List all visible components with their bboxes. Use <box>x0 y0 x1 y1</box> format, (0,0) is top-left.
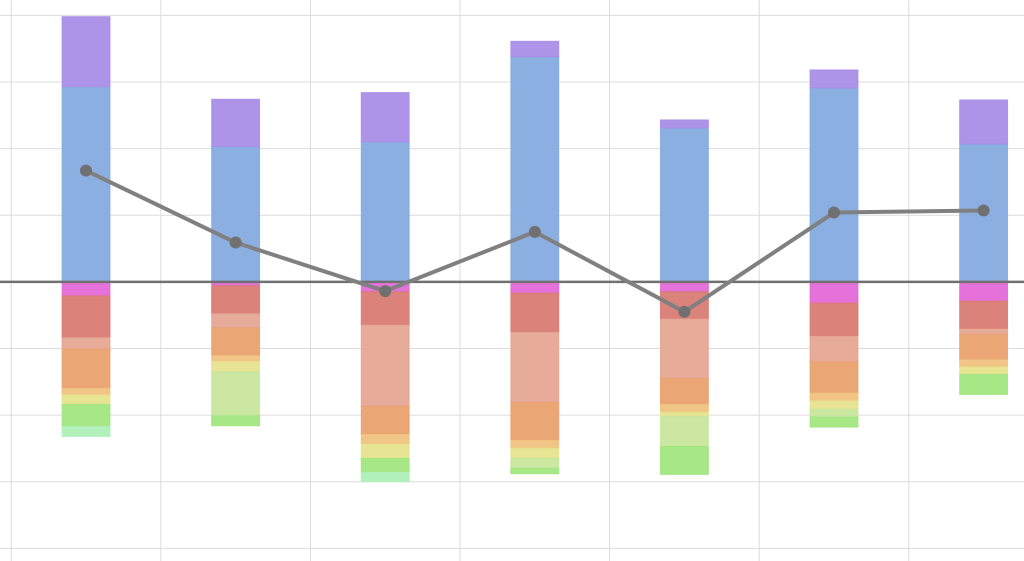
bar-segment <box>809 400 859 410</box>
bar-segment <box>211 285 261 315</box>
bar-segment <box>360 324 410 407</box>
bar-segment <box>959 328 1009 335</box>
bar-segment <box>959 99 1009 145</box>
bar-segment <box>61 295 111 339</box>
bar-segment <box>659 119 709 129</box>
bar-segment <box>809 408 859 418</box>
bar-segment <box>809 335 859 363</box>
bar-segment <box>510 292 560 333</box>
bar-segment <box>360 433 410 445</box>
bar-segment <box>510 281 560 294</box>
bar-segment <box>61 16 111 88</box>
bar-segment <box>659 377 709 405</box>
bar-segment <box>61 281 111 297</box>
bar-segment <box>360 141 410 283</box>
bar-segment <box>659 411 709 417</box>
bar-segment <box>809 361 859 394</box>
bar-segment <box>659 318 709 379</box>
bar-segment <box>659 415 709 447</box>
bar-segment <box>510 467 560 475</box>
bar-segment <box>659 445 709 475</box>
bar-segment <box>360 92 410 143</box>
bar-segment <box>61 425 111 437</box>
bar-segment <box>510 439 560 449</box>
bar-segment <box>360 457 410 473</box>
bar-segment <box>61 337 111 350</box>
bar-segment <box>211 327 261 357</box>
bar-segment <box>211 98 261 148</box>
bar-segment <box>360 471 410 483</box>
bar-segment <box>809 281 859 304</box>
line-point <box>977 204 990 217</box>
bar-segment <box>510 40 560 58</box>
bar-segment <box>809 87 859 283</box>
bar-segment <box>959 300 1009 330</box>
bar-segment <box>659 281 709 293</box>
bar-segment <box>809 416 859 428</box>
bar-segment <box>211 146 261 283</box>
line-point <box>528 225 541 238</box>
bar-segment <box>61 348 111 389</box>
bar-segment <box>510 331 560 403</box>
bar-segment <box>61 387 111 396</box>
line-point <box>379 285 392 298</box>
bar-segment <box>211 415 261 427</box>
bar-segment <box>809 392 859 402</box>
bar-segment <box>510 457 560 469</box>
bar-segment <box>510 56 560 283</box>
line-point <box>229 236 242 249</box>
line-point <box>80 164 93 177</box>
bar-segment <box>61 86 111 283</box>
bar-segment <box>211 371 261 417</box>
bar-segment <box>809 302 859 337</box>
bar-segment <box>959 366 1009 375</box>
line-point <box>678 305 691 318</box>
bar-segment <box>659 127 709 283</box>
bar-segment <box>510 401 560 441</box>
bar-segment <box>211 313 261 329</box>
bar-segment <box>510 447 560 459</box>
line-point <box>828 206 841 219</box>
bar-segment <box>959 373 1009 395</box>
bar-segment <box>360 443 410 459</box>
bar-segment <box>809 69 859 89</box>
bar-segment <box>959 281 1009 302</box>
bar-segment <box>211 361 261 373</box>
bar-segment <box>659 403 709 413</box>
bar-segment <box>211 355 261 363</box>
bar-segment <box>61 394 111 405</box>
bar-segment <box>360 405 410 435</box>
bar-segment <box>61 403 111 427</box>
bar-segment <box>959 359 1009 368</box>
bar-segment <box>959 333 1009 361</box>
